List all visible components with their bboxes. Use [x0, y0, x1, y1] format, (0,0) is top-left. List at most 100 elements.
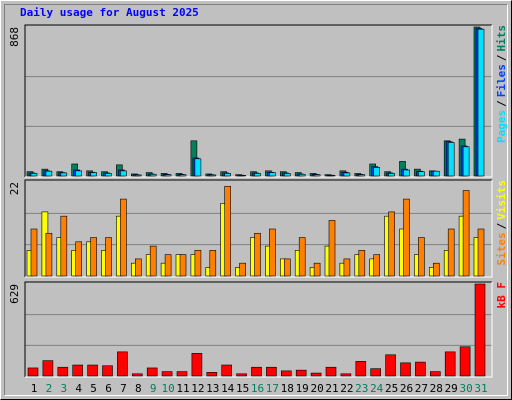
- bar: [444, 351, 456, 377]
- x-tick-label: 31: [474, 382, 487, 395]
- bar: [45, 232, 53, 277]
- bar: [477, 228, 485, 277]
- bar: [164, 174, 172, 177]
- panel: [25, 25, 492, 177]
- x-tick-label: 10: [161, 382, 174, 395]
- bar: [477, 28, 485, 177]
- bar: [90, 237, 97, 277]
- x-tick-label: 1: [31, 382, 38, 395]
- bar: [221, 364, 232, 377]
- bar: [418, 237, 425, 277]
- bar: [269, 228, 276, 277]
- frame-inner-dark: [4, 4, 508, 396]
- bar: [298, 237, 306, 277]
- bar: [60, 215, 68, 277]
- legend-entry: Files: [495, 64, 508, 97]
- bar: [45, 170, 53, 177]
- bar: [432, 262, 440, 277]
- legend-entry: kB F: [495, 282, 508, 309]
- bar: [280, 370, 292, 377]
- x-tick-label: 21: [325, 382, 338, 395]
- bar: [429, 371, 441, 377]
- bar: [418, 171, 425, 177]
- bar: [432, 170, 440, 177]
- bar: [132, 373, 143, 377]
- bar: [403, 169, 410, 177]
- bar: [340, 373, 352, 377]
- bar: [191, 353, 203, 377]
- bar: [30, 228, 38, 277]
- bar: [179, 174, 187, 177]
- bar: [75, 170, 82, 177]
- bar: [254, 173, 261, 177]
- x-tick-label: 16: [251, 382, 264, 395]
- x-tick-label: 14: [221, 382, 235, 395]
- bar: [295, 369, 307, 377]
- bar: [343, 258, 351, 277]
- bar: [239, 175, 246, 177]
- bar: [102, 365, 113, 377]
- bar: [209, 250, 217, 277]
- x-tick-label: 11: [176, 382, 189, 395]
- bar: [146, 367, 158, 377]
- panel-border-dark: [24, 179, 492, 277]
- bar: [313, 174, 321, 177]
- legend-separator: /: [495, 100, 508, 107]
- legend: Sites / Visits: [495, 180, 508, 266]
- x-tick-label: 8: [135, 382, 142, 395]
- x-tick-label: 27: [415, 382, 428, 395]
- bar: [149, 245, 157, 277]
- bar: [57, 366, 69, 377]
- bar: [206, 372, 218, 377]
- x-tick-label: 26: [400, 382, 413, 395]
- x-tick-label: 6: [105, 382, 112, 395]
- panel-border-light: [25, 25, 493, 178]
- legend-entry: Sites: [495, 232, 508, 265]
- bar: [403, 198, 410, 277]
- bar: [161, 371, 173, 377]
- bar: [117, 351, 128, 377]
- x-tick-label: 24: [370, 382, 384, 395]
- y-tick-label: 629: [8, 284, 21, 304]
- legend-entry: Visits: [495, 180, 508, 220]
- bar: [60, 172, 68, 177]
- bar: [179, 254, 187, 277]
- panel-border-light: [25, 180, 493, 278]
- panel: [25, 282, 492, 377]
- bar: [370, 368, 382, 377]
- bar: [120, 170, 127, 177]
- x-tick-label: 13: [206, 382, 219, 395]
- y-tick-label: 868: [8, 27, 21, 47]
- x-tick-label: 15: [236, 382, 249, 395]
- frame-inner-light: [4, 4, 508, 396]
- x-tick-label: 18: [281, 382, 294, 395]
- legend-separator: /: [495, 222, 508, 229]
- bar: [194, 250, 202, 277]
- bar: [298, 173, 306, 177]
- bar: [355, 361, 367, 377]
- bar: [120, 198, 127, 277]
- x-tick-label: 7: [120, 382, 127, 395]
- x-tick-label: 23: [355, 382, 368, 395]
- bar: [388, 211, 395, 277]
- x-tick-label: 3: [60, 382, 67, 395]
- bar: [388, 173, 395, 177]
- x-tick-label: 9: [150, 382, 157, 395]
- bar: [75, 241, 82, 277]
- panel-border-dark: [24, 24, 492, 177]
- chart-title: Daily usage for August 2025: [20, 6, 199, 19]
- bar: [283, 258, 291, 277]
- bar: [447, 142, 455, 177]
- bar: [90, 172, 97, 177]
- x-tick-label: 30: [459, 382, 472, 395]
- legend-entry: Hits: [495, 25, 508, 52]
- bar: [135, 174, 142, 177]
- x-tick-label: 19: [296, 382, 309, 395]
- x-tick-label: 12: [191, 382, 204, 395]
- bar: [283, 173, 291, 177]
- bar: [328, 220, 336, 277]
- bar: [27, 367, 39, 377]
- bar: [325, 366, 337, 377]
